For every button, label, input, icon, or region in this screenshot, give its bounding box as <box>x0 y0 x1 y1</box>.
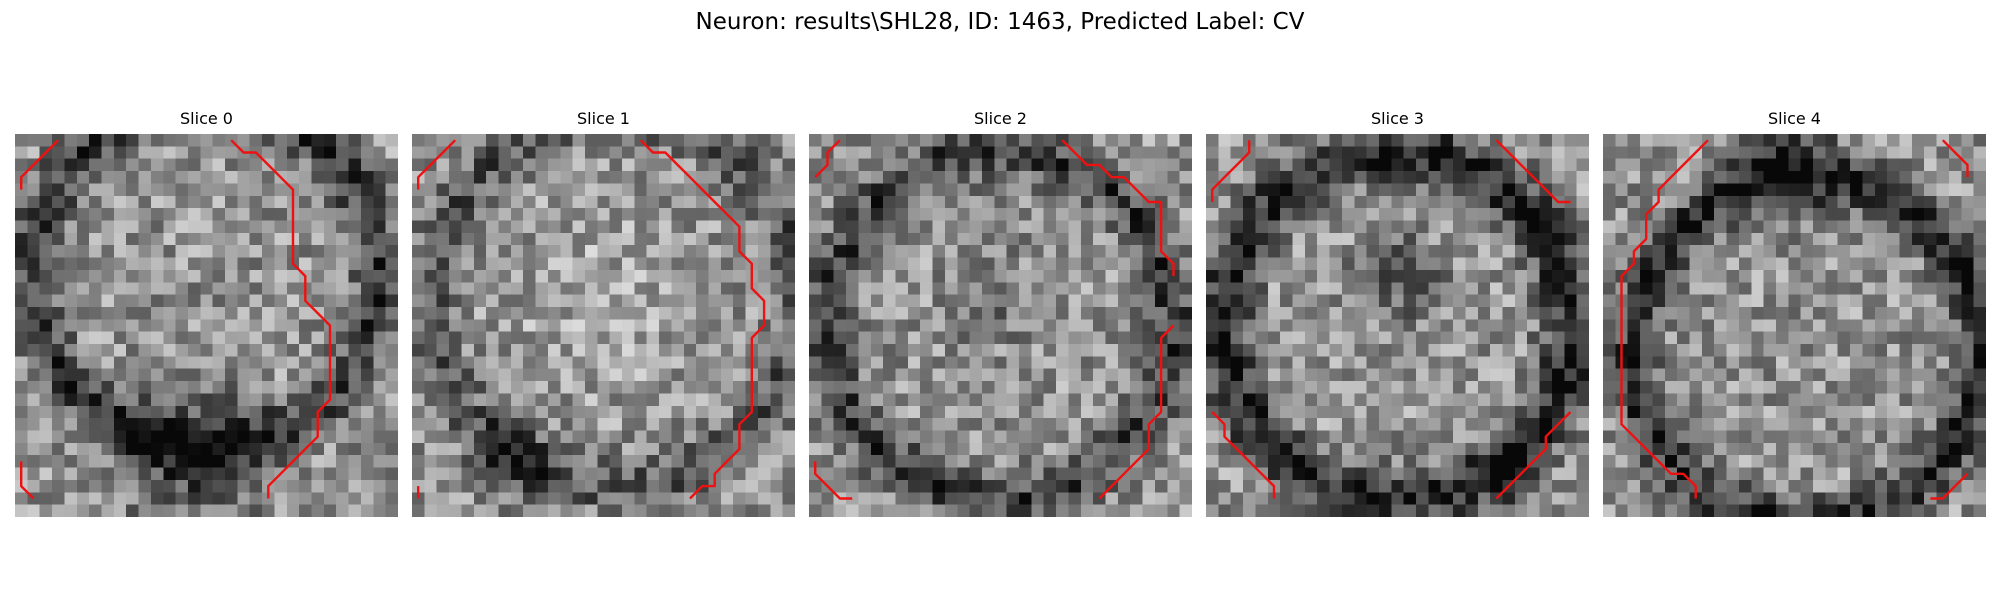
pixel-grid <box>15 134 398 517</box>
slice-image-1 <box>412 134 795 517</box>
slice-title-0: Slice 0 <box>180 109 233 128</box>
contour-line <box>416 139 457 190</box>
slice-panel-4: Slice 4 <box>1603 108 1986 520</box>
pixel-grid <box>809 134 1192 517</box>
figure-title: Neuron: results\SHL28, ID: 1463, Predict… <box>695 9 1305 35</box>
slice-image-2 <box>809 134 1192 517</box>
slice-title-2: Slice 2 <box>974 109 1027 128</box>
contour-line <box>1495 411 1572 500</box>
contour-line <box>19 461 35 500</box>
contour-lines <box>1210 139 1572 500</box>
slice-panel-3: Slice 3 <box>1206 108 1589 520</box>
slice-panel-1: Slice 1 <box>412 108 795 520</box>
pixel-grid <box>412 134 795 517</box>
slice-image-3 <box>1206 134 1589 517</box>
contour-lines <box>416 139 766 500</box>
contour-line <box>1941 139 1969 178</box>
contour-line <box>639 139 766 500</box>
slice-title-3: Slice 3 <box>1371 109 1424 128</box>
contour-line <box>814 139 841 179</box>
contour-line <box>1495 139 1571 204</box>
contour-lines <box>1620 139 1969 500</box>
contour-line <box>1210 140 1251 202</box>
contour-line <box>1211 411 1276 499</box>
contour-line <box>1061 139 1175 277</box>
contour-lines <box>813 139 1175 500</box>
contour-line <box>1930 472 1969 500</box>
contour-line <box>230 139 332 499</box>
contour-line <box>813 461 853 500</box>
contour-line <box>19 139 60 190</box>
slice-image-4 <box>1603 134 1986 517</box>
slice-panel-2: Slice 2 <box>809 108 1192 520</box>
contour-line <box>1620 139 1709 499</box>
slice-panel-0: Slice 0 <box>15 108 398 520</box>
slice-title-4: Slice 4 <box>1768 109 1821 128</box>
slice-title-1: Slice 1 <box>577 109 630 128</box>
pixel-grid <box>1603 134 1986 517</box>
slice-image-0 <box>15 134 398 517</box>
contour-lines <box>19 139 332 500</box>
contour-line <box>1098 324 1175 500</box>
pixel-grid <box>1206 134 1589 517</box>
